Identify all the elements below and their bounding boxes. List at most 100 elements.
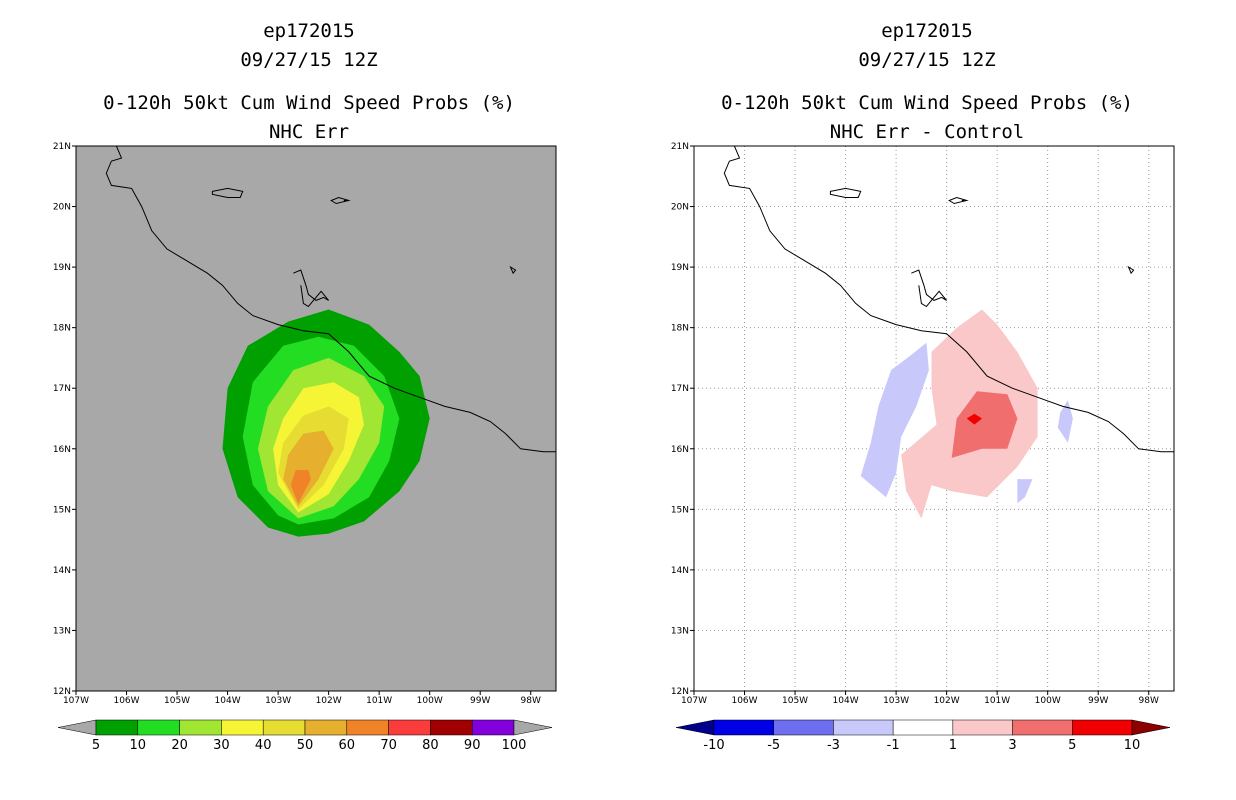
y-tick-label: 18N [671, 324, 689, 334]
right-title-product: 0-120h 50kt Cum Wind Speed Probs (%) [721, 92, 1133, 114]
coastline [105, 146, 556, 453]
y-tick-label: 14N [53, 566, 71, 576]
colorbar-segment [773, 719, 834, 736]
x-tick-label: 107W [63, 696, 89, 706]
y-tick-label: 12N [53, 687, 71, 697]
colorbar-under-arrow [675, 719, 715, 736]
right-colorbar: -10 -5 -3 -1 1 3 5 10 [675, 719, 1171, 753]
colorbar-over-arrow [513, 719, 553, 736]
y-tick-label: 19N [53, 263, 71, 273]
colorbar-level-label: 5 [92, 738, 100, 753]
colorbar-level-label: 1 [949, 738, 957, 753]
plot-frame [75, 145, 557, 692]
island-outline [948, 196, 969, 205]
colorbar-segment [179, 719, 222, 736]
left-title-date: 09/27/15 12Z [240, 49, 377, 71]
colorbar-segment [221, 719, 264, 736]
y-tick-label: 13N [53, 626, 71, 636]
y-tick-label: 18N [53, 324, 71, 334]
y-tick-label: 21N [53, 142, 71, 152]
left-title-storm: ep172015 [263, 20, 355, 42]
colorbar-level-label: -1 [887, 738, 900, 753]
y-tick-label: 15N [53, 505, 71, 515]
x-tick-label: 107W [681, 696, 707, 706]
x-tick-label: 104W [215, 696, 241, 706]
contour-level-neg1 [1017, 479, 1033, 504]
colorbar-level-label: 70 [380, 738, 397, 753]
colorbar-level-label: 80 [422, 738, 439, 753]
colorbar-segment [1012, 719, 1073, 736]
y-tick-label: 17N [671, 384, 689, 394]
right-map-panel: 107W 106W 105W 104W 103W 102W 101W 100W 99W 98W 12… [671, 142, 1175, 706]
contour-level-60 [290, 470, 311, 504]
plot-background [694, 146, 1174, 691]
colorbar-segment [137, 719, 180, 736]
x-tick-label: 100W [1035, 696, 1061, 706]
island-outline [211, 187, 244, 198]
colorbar-segment [262, 719, 306, 736]
y-tick-label: 14N [671, 566, 689, 576]
lake-outline [293, 269, 329, 308]
island-outline [1127, 265, 1135, 275]
x-tick-label: 101W [366, 696, 392, 706]
left-title-product: 0-120h 50kt Cum Wind Speed Probs (%) [103, 92, 515, 114]
colorbar-segment [388, 719, 431, 736]
x-tick-label: 98W [521, 696, 541, 706]
colorbar-level-label: 3 [1008, 738, 1016, 753]
x-tick-label: 99W [470, 696, 490, 706]
island-outline [509, 265, 517, 275]
y-tick-label: 16N [53, 445, 71, 455]
colorbar-level-label: 40 [255, 738, 272, 753]
right-title-storm: ep172015 [881, 20, 973, 42]
right-title-subtitle: NHC Err - Control [830, 121, 1024, 143]
y-tick-label: 16N [671, 445, 689, 455]
colorbar-level-label: 30 [213, 738, 230, 753]
y-tick-label: 17N [53, 384, 71, 394]
plot-frame [693, 145, 1175, 692]
colorbar-over-arrow [1131, 719, 1171, 736]
x-tick-label: 98W [1139, 696, 1159, 706]
contour-level-3 [951, 391, 1018, 458]
y-tick-label: 20N [53, 203, 71, 213]
colorbar-segment [833, 719, 894, 736]
x-tick-label: 102W [316, 696, 342, 706]
colorbar-level-label: 5 [1068, 738, 1076, 753]
colorbar-segment [304, 719, 348, 736]
contour-level-neg1 [1057, 400, 1073, 443]
x-tick-label: 99W [1088, 696, 1108, 706]
contour-level-neg1 [860, 342, 929, 498]
island-outline [829, 187, 862, 198]
colorbar-level-label: 10 [130, 738, 147, 753]
x-tick-label: 106W [113, 696, 139, 706]
colorbar-segment [471, 719, 515, 736]
y-tick-label: 13N [671, 626, 689, 636]
colorbar-segment [346, 719, 389, 736]
colorbar-level-label: -3 [827, 738, 840, 753]
colorbar-segment [1072, 719, 1133, 736]
right-title-date: 09/27/15 12Z [858, 49, 995, 71]
x-tick-label: 102W [934, 696, 960, 706]
colorbar-segment [952, 719, 1013, 736]
x-tick-label: 104W [833, 696, 859, 706]
colorbar-segment [95, 719, 139, 736]
x-tick-label: 106W [731, 696, 757, 706]
x-tick-label: 103W [265, 696, 291, 706]
y-tick-label: 12N [671, 687, 689, 697]
colorbar-segment [430, 719, 473, 736]
y-tick-label: 15N [671, 505, 689, 515]
left-map-panel: 107W 106W 105W 104W 103W 102W 101W 100W 99W 98W 12… [53, 142, 557, 706]
contour-level-5 [966, 413, 982, 425]
x-tick-label: 105W [164, 696, 190, 706]
coastline [723, 146, 1174, 453]
x-tick-label: 103W [883, 696, 909, 706]
left-title-subtitle: NHC Err [269, 121, 349, 143]
colorbar-level-label: 50 [297, 738, 314, 753]
lake-outline [911, 269, 947, 308]
plot-area [105, 146, 556, 537]
x-tick-label: 105W [782, 696, 808, 706]
colorbar-level-label: 10 [1124, 738, 1141, 753]
colorbar-level-label: -5 [767, 738, 780, 753]
left-colorbar: 5 10 20 30 40 50 60 70 80 90 100 [57, 719, 553, 753]
x-tick-label: 101W [984, 696, 1010, 706]
